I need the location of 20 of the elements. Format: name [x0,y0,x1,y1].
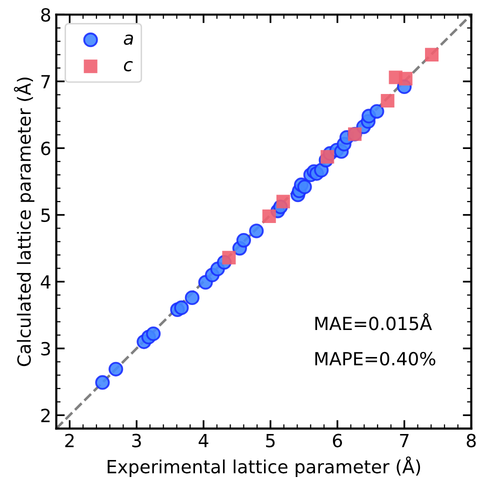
x-tick-label: 5 [266,434,275,448]
y-axis-title: Calculated lattice parameter (Å) [14,78,34,366]
y-tick-label: 5 [41,208,50,222]
x-tick-label: 8 [466,434,476,448]
x-axis-title: Experimental lattice parameter (Å) [108,456,420,477]
y-tick-label: 8 [41,8,50,22]
y-tick-label: 4 [40,275,50,289]
legend-label: c [124,60,133,72]
annotation: MAPE=0.40% [315,352,436,366]
y-tick-label: 2 [41,408,50,422]
x-tick-label: 7 [400,434,409,448]
x-tick-label: 4 [198,434,208,448]
x-tick-label: 6 [332,434,342,448]
legend-label: a [124,34,133,45]
y-tick-label: 7 [41,75,50,88]
y-tick-label: 6 [41,142,50,156]
x-tick-label: 3 [132,434,141,448]
y-tick-label: 3 [41,342,50,356]
annotation: MAE=0.015Å [315,313,432,330]
x-tick-label: 2 [65,434,74,448]
